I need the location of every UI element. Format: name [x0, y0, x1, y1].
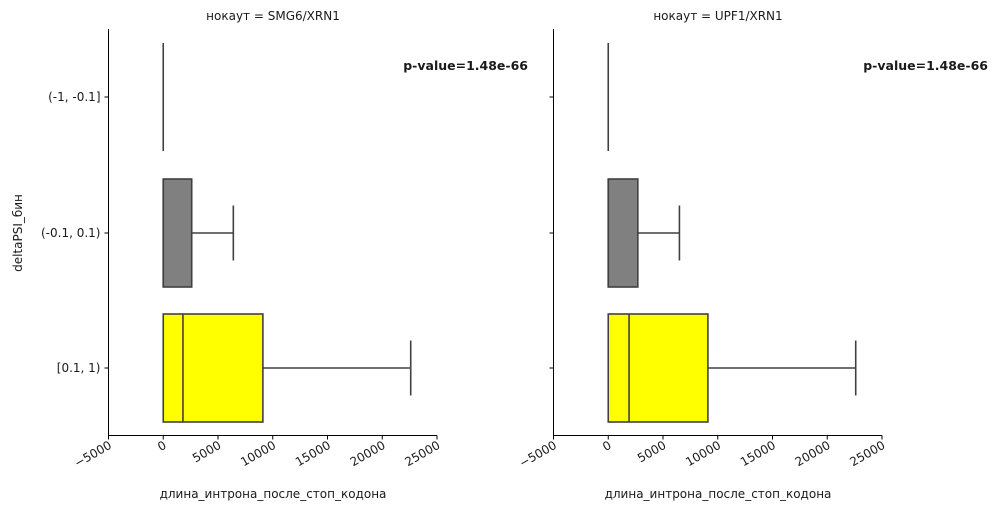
- x-tick-label: 0: [155, 438, 169, 454]
- x-tick-label: 15000: [293, 438, 333, 469]
- y-tick-label: (-0.1, 0.1): [41, 226, 101, 240]
- x-axis-label: длина_интрона_после_стоп_кодона: [160, 487, 387, 501]
- panel-upf1-xrn1: нокаут = UPF1/XRN1 p-value=1.48e-66 длин…: [517, 9, 988, 501]
- box-body: [162, 313, 264, 423]
- x-tick-label: 10000: [683, 438, 723, 469]
- box-1: [607, 178, 681, 288]
- box-2: [162, 313, 412, 423]
- x-tick-label: 5000: [635, 438, 668, 465]
- p-value-annotation: p-value=1.48e-66: [863, 58, 988, 73]
- x-tick-label: 25000: [402, 438, 442, 469]
- x-tick-label: 20000: [793, 438, 833, 469]
- box-body: [607, 178, 639, 288]
- p-value-annotation: p-value=1.48e-66: [403, 58, 528, 73]
- x-tick-label: 10000: [238, 438, 278, 469]
- panel-title: нокаут = UPF1/XRN1: [653, 9, 782, 23]
- x-tick-label: −5000: [72, 438, 114, 470]
- x-axis-label: длина_интрона_после_стоп_кодона: [605, 487, 832, 501]
- y-tick-label: (-1, -0.1]: [48, 90, 100, 104]
- x-tick-label: 25000: [847, 438, 887, 469]
- y-axis-label: deltaPSI_бин: [11, 194, 25, 272]
- x-tick-label: 20000: [348, 438, 388, 469]
- x-tick-label: 5000: [190, 438, 223, 465]
- panel-smg6-xrn1: нокаут = SMG6/XRN1 p-value=1.48e-66 длин…: [41, 9, 528, 501]
- box-body: [162, 178, 193, 288]
- box-body: [607, 313, 709, 423]
- x-tick-label: −5000: [517, 438, 559, 470]
- y-tick-label: [0.1, 1): [57, 361, 101, 375]
- x-tick-label: 15000: [738, 438, 778, 469]
- panel-title: нокаут = SMG6/XRN1: [206, 9, 340, 23]
- box-2: [607, 313, 857, 423]
- box-1: [162, 178, 235, 288]
- x-tick-label: 0: [600, 438, 614, 454]
